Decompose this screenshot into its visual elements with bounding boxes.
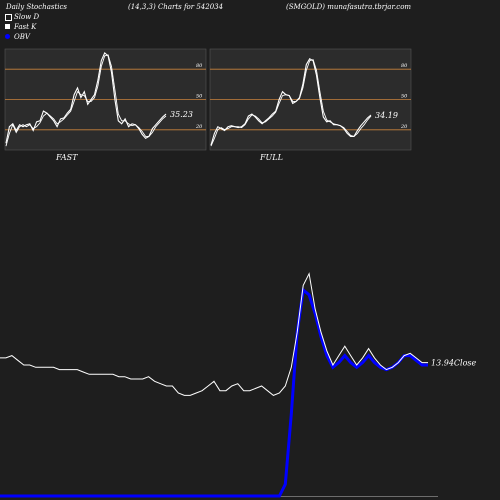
- chart-subtitle: (14,3,3) Charts for 542034: [128, 3, 224, 11]
- chart-source: (SMGOLD) munafasutra.tbrjar.com: [286, 3, 412, 11]
- full-series-line-1: [210, 58, 372, 146]
- full-last-value-label: 34.19: [375, 111, 398, 120]
- legend-swatch-obv: [5, 34, 10, 39]
- legend-obv: OBV: [5, 33, 30, 41]
- legend-swatch-fast-k: [5, 24, 10, 29]
- obv-line: [0, 287, 428, 498]
- full-tick-label-50: 50: [401, 94, 408, 100]
- legend-swatch-slow-d: [5, 14, 12, 21]
- close-value-label: 13.94Close: [431, 359, 477, 368]
- legend-fast-k: Fast K: [5, 23, 37, 31]
- fast-tick-label-80: 80: [196, 63, 203, 69]
- full-tick-label-20: 20: [400, 124, 408, 130]
- legend-label-fast-k: Fast K: [14, 23, 37, 31]
- legend-label-obv: OBV: [14, 33, 30, 41]
- price-line: [0, 272, 428, 396]
- legend-label-slow-d: Slow D: [14, 13, 40, 21]
- fast-tick-label-50: 50: [196, 94, 203, 100]
- legend-slow-d: Slow D: [5, 13, 40, 21]
- full-tick-label-80: 80: [401, 63, 408, 69]
- chart-title: Daily Stochastics: [6, 3, 68, 11]
- full-panel-label: FULL: [260, 153, 283, 162]
- fast-last-value-label: 35.23: [170, 110, 193, 119]
- fast-series-line-2: [5, 54, 167, 147]
- fast-tick-label-20: 20: [195, 124, 203, 130]
- full-series-line-2: [210, 59, 372, 147]
- fast-panel-label: FAST: [56, 153, 78, 162]
